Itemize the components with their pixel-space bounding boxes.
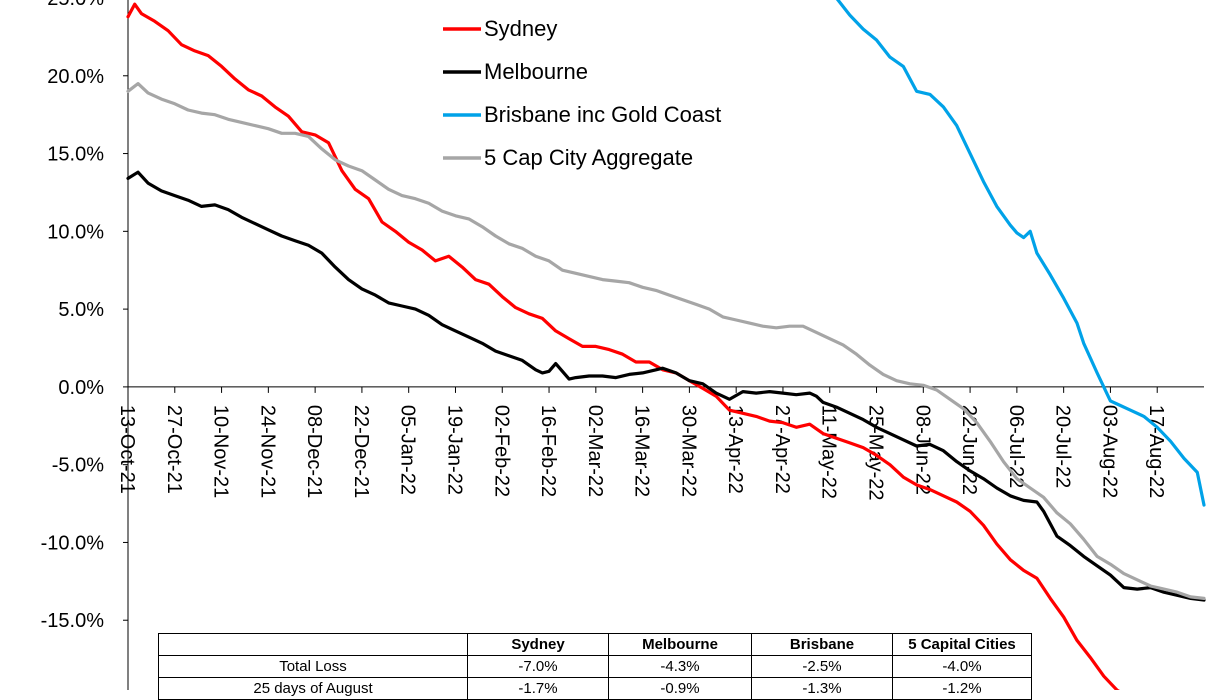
x-tick-label: 22-Jun-22 [958, 405, 980, 495]
x-tick-label: 11-May-22 [818, 405, 840, 499]
x-tick-label: 22-Dec-21 [350, 405, 372, 498]
x-tick-label: 27-Oct-21 [163, 405, 185, 494]
x-tick-label: 08-Jun-22 [911, 405, 933, 495]
y-tick-label: -15.0% [41, 610, 105, 632]
legend-label-melbourne: Melbourne [484, 59, 588, 84]
series-line-5-cap-city-aggregate [126, 82, 1206, 600]
x-tick-label: 19-Jan-22 [443, 405, 465, 495]
august-5-capital-cities: -1.2% [892, 677, 1032, 700]
total-loss-5-capital-cities: -4.0% [892, 655, 1032, 678]
chart-legend: Sydney Melbourne Brisbane inc Gold Coast 5 … [443, 16, 721, 170]
summary-header-melbourne: Melbourne [608, 633, 752, 656]
summary-header-row: Sydney Melbourne Brisbane 5 Capital Citi… [158, 633, 1032, 656]
august-sydney: -1.7% [467, 677, 609, 700]
summary-header-sydney: Sydney [467, 633, 609, 656]
legend-label-sydney: Sydney [484, 16, 557, 41]
series-line-sydney [126, 2, 1120, 690]
y-tick-label: -5.0% [52, 455, 104, 477]
y-tick-label: -10.0% [41, 532, 105, 554]
x-tick-label: 16-Feb-22 [537, 405, 559, 497]
y-tick-label: 15.0% [47, 144, 104, 166]
summary-header-5-capital-cities: 5 Capital Cities [892, 633, 1032, 656]
series-lines [126, 0, 1206, 690]
x-tick-label: 02-Feb-22 [490, 405, 512, 497]
series-line-brisbane-inc-gold-coast [835, 0, 1206, 507]
legend-label-5-cap-city-aggregate: 5 Cap City Aggregate [484, 145, 693, 170]
total-loss-brisbane: -2.5% [751, 655, 893, 678]
table-row: Total Loss -7.0% -4.3% -2.5% -4.0% [158, 655, 1032, 678]
x-tick-label: 24-Nov-21 [256, 405, 278, 498]
y-tick-label: 10.0% [47, 221, 104, 243]
chart-axes [127, 0, 1204, 690]
x-tick-label: 30-Mar-22 [677, 405, 699, 497]
series-line-melbourne [126, 170, 1206, 602]
legend-label-brisbane-inc-gold-coast: Brisbane inc Gold Coast [484, 102, 721, 127]
x-tick-label: 16-Mar-22 [631, 405, 653, 497]
x-tick-label: 02-Mar-22 [584, 405, 606, 497]
y-tick-label: -20.0% [41, 688, 105, 690]
x-tick-label: 17-Aug-22 [1145, 405, 1167, 498]
y-tick-label: 0.0% [58, 377, 104, 399]
x-tick-label: 05-Jan-22 [397, 405, 419, 495]
x-tick-label: 13-Apr-22 [724, 405, 746, 494]
total-loss-melbourne: -4.3% [608, 655, 752, 678]
x-tick-label: 08-Dec-21 [303, 405, 325, 498]
row-label-total-loss: Total Loss [158, 655, 468, 678]
x-tick-label: 03-Aug-22 [1098, 405, 1120, 498]
summary-header-brisbane: Brisbane [751, 633, 893, 656]
x-tick-label: 25-May-22 [865, 405, 887, 501]
x-tick-label: 10-Nov-21 [210, 405, 232, 498]
august-brisbane: -1.3% [751, 677, 893, 700]
x-tick-label: 27-Apr-22 [771, 405, 793, 494]
y-tick-label: 20.0% [47, 66, 104, 88]
august-melbourne: -0.9% [608, 677, 752, 700]
y-tick-label: 25.0% [47, 0, 104, 10]
x-axis-ticks: 13-Oct-21 27-Oct-21 10-Nov-21 24-Nov-21 08-D… [116, 386, 1167, 501]
y-tick-label: 5.0% [58, 299, 104, 321]
x-tick-label: 06-Jul-22 [1005, 405, 1027, 488]
row-label-august: 25 days of August [158, 677, 468, 700]
x-tick-label: 13-Oct-21 [116, 405, 138, 494]
summary-header-blank [158, 633, 468, 656]
x-tick-label: 20-Jul-22 [1052, 405, 1074, 488]
y-axis-ticks: 25.0% 20.0% 15.0% 10.0% 5.0% 0.0% -5.0% -10.0% -… [41, 0, 128, 690]
table-row: 25 days of August -1.7% -0.9% -1.3% -1.2… [158, 677, 1032, 700]
total-loss-sydney: -7.0% [467, 655, 609, 678]
